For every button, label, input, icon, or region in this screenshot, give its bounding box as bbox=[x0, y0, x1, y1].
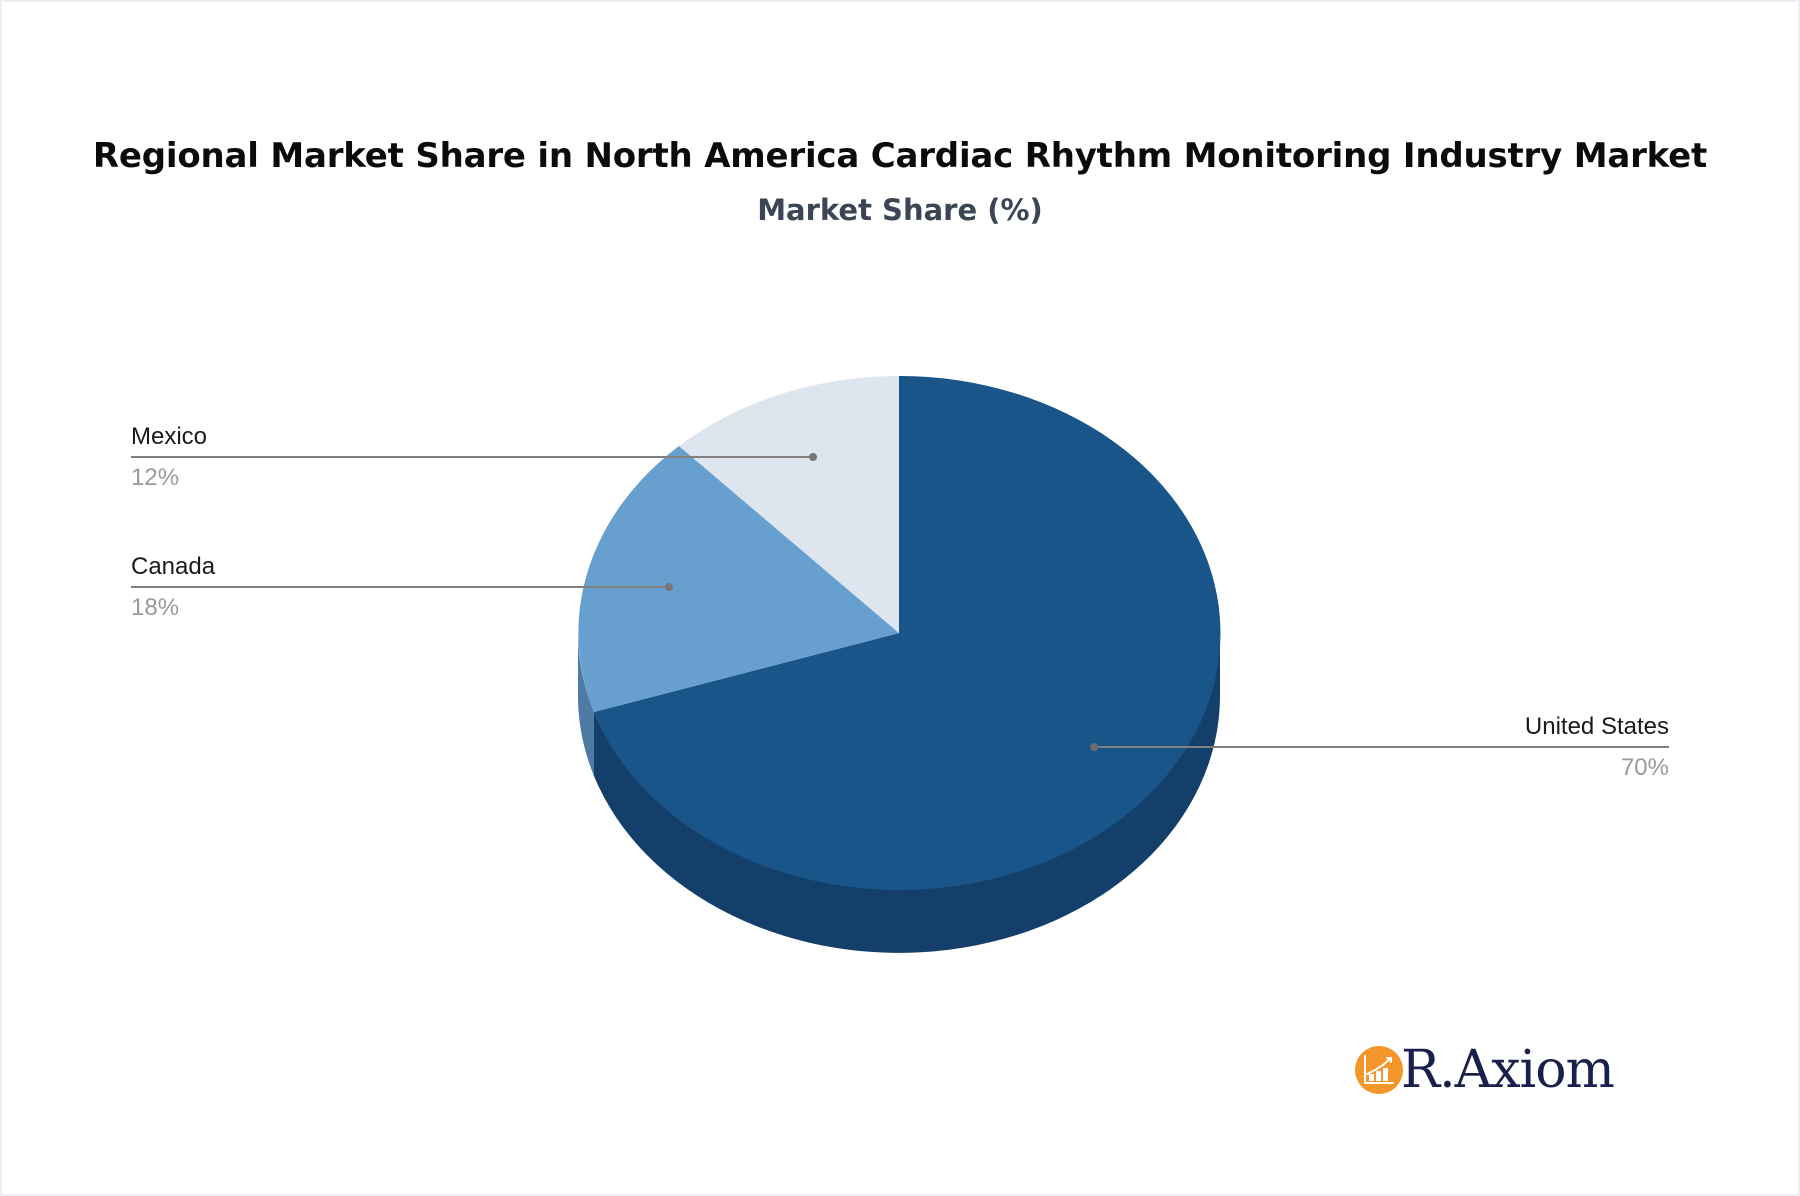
brand-logo: R.Axiom bbox=[1355, 1040, 1615, 1100]
leader-line-mexico bbox=[131, 453, 817, 461]
label-mexico-value: 12% bbox=[131, 464, 180, 491]
label-canada-name: Canada bbox=[131, 553, 216, 580]
pie-slice-united-states[interactable] bbox=[594, 375, 1221, 890]
pie-slice-canada[interactable] bbox=[578, 446, 899, 712]
label-united-states-name: United States bbox=[1524, 713, 1669, 740]
label-canada-value: 18% bbox=[131, 594, 180, 621]
brand-name: R.Axiom bbox=[1401, 1040, 1615, 1100]
pie-slice-mexico[interactable] bbox=[679, 376, 899, 633]
chart-subtitle: Market Share (%) bbox=[757, 193, 1043, 227]
leader-line-united-states bbox=[1090, 743, 1669, 751]
label-united-states-value: 70% bbox=[1620, 754, 1669, 781]
pie-side-canada bbox=[578, 633, 594, 776]
pie-side-united-states bbox=[594, 633, 1220, 953]
growth-chart-icon bbox=[1355, 1046, 1403, 1094]
label-mexico-name: Mexico bbox=[131, 423, 208, 450]
leader-line-canada bbox=[131, 583, 673, 591]
chart-title: Regional Market Share in North America C… bbox=[92, 136, 1708, 176]
